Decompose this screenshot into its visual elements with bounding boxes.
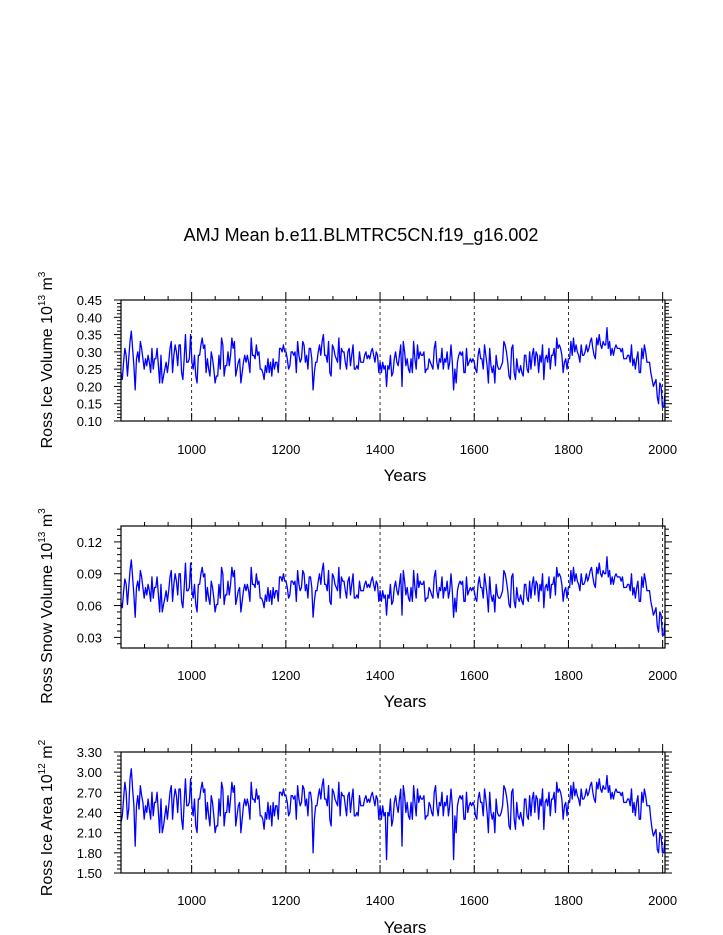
y-tick-label: 0.45 xyxy=(77,293,102,308)
x-axis-label: Years xyxy=(384,692,427,711)
y-axis-label: Ross Ice Area 1012 m2 xyxy=(37,739,56,896)
x-tick-label: 2000 xyxy=(648,442,677,457)
x-tick-label: 1200 xyxy=(271,668,300,683)
y-axis-label: Ross Ice Volume 1013 m3 xyxy=(37,271,56,448)
y-axis-label-unit-exponent: 2 xyxy=(37,739,48,745)
y-tick-label: 0.25 xyxy=(77,362,102,377)
x-tick-label: 1000 xyxy=(177,442,206,457)
figure-title: AMJ Mean b.e11.BLMTRC5CN.f19_g16.002 xyxy=(184,225,539,246)
y-tick-label: 0.20 xyxy=(77,379,102,394)
y-tick-label: 2.10 xyxy=(77,826,102,841)
series-line xyxy=(120,556,666,636)
x-tick-label: 1200 xyxy=(271,893,300,908)
x-axis-label: Years xyxy=(384,466,427,485)
y-axis-label-exponent: 13 xyxy=(37,531,48,543)
x-tick-label: 1600 xyxy=(460,668,489,683)
y-axis-label-text: Ross Snow Volume 10 xyxy=(39,543,56,704)
y-axis-label-unit: m xyxy=(39,514,56,532)
panel-1: 1000 1200 1400 1600 1800 2000 0.10 0.15 0.20 0.25… xyxy=(37,271,677,485)
y-tick-label: 1.50 xyxy=(77,866,102,881)
y-tick-label: 3.00 xyxy=(77,765,102,780)
x-axis-label: Years xyxy=(384,918,427,935)
x-tick-label: 1000 xyxy=(177,668,206,683)
y-axis-label-text: Ross Ice Volume 10 xyxy=(39,306,56,448)
y-axis-label-unit-exponent: 3 xyxy=(37,508,48,514)
x-tick-label: 1400 xyxy=(366,442,395,457)
y-tick-label: 0.09 xyxy=(77,567,102,582)
x-tick-label: 1800 xyxy=(554,668,583,683)
panel-3: 1000 1200 1400 1600 1800 2000 1.50 1.80 2.10 2.40… xyxy=(37,739,677,935)
x-tick-label: 1600 xyxy=(460,893,489,908)
x-tick-label: 1800 xyxy=(554,893,583,908)
series-line xyxy=(120,327,666,408)
x-tick-label: 2000 xyxy=(648,668,677,683)
y-axis-label: Ross Snow Volume 1013 m3 xyxy=(37,508,56,704)
y-tick-label: 3.30 xyxy=(77,745,102,760)
y-axis-label-text: Ross Ice Area 10 xyxy=(39,774,56,896)
y-axis-label-unit: m xyxy=(39,745,56,763)
y-axis-label-exponent: 12 xyxy=(37,763,48,775)
x-tick-label: 1200 xyxy=(271,442,300,457)
x-tick-label: 1400 xyxy=(366,893,395,908)
y-tick-label: 0.03 xyxy=(77,630,102,645)
y-tick-label: 0.40 xyxy=(77,310,102,325)
panel-2: 1000 1200 1400 1600 1800 2000 0.03 0.06 0.09 0.12… xyxy=(37,508,677,711)
series-line xyxy=(120,768,666,861)
y-tick-label: 1.80 xyxy=(77,846,102,861)
y-tick-label: 0.35 xyxy=(77,328,102,343)
x-tick-label: 2000 xyxy=(648,893,677,908)
y-tick-label: 2.40 xyxy=(77,806,102,821)
x-tick-label: 1800 xyxy=(554,442,583,457)
y-tick-label: 0.15 xyxy=(77,397,102,412)
plot-frame xyxy=(120,525,666,649)
plot-frame xyxy=(120,299,666,422)
y-axis-label-exponent: 13 xyxy=(37,295,48,307)
y-tick-label: 0.12 xyxy=(77,535,102,550)
x-tick-label: 1400 xyxy=(366,668,395,683)
x-tick-label: 1600 xyxy=(460,442,489,457)
x-tick-label: 1000 xyxy=(177,893,206,908)
y-axis-label-unit-exponent: 3 xyxy=(37,271,48,277)
y-tick-label: 0.06 xyxy=(77,599,102,614)
y-tick-label: 2.70 xyxy=(77,785,102,800)
y-axis-label-unit: m xyxy=(39,277,56,295)
y-tick-label: 0.10 xyxy=(77,414,102,429)
y-tick-label: 0.30 xyxy=(77,345,102,360)
